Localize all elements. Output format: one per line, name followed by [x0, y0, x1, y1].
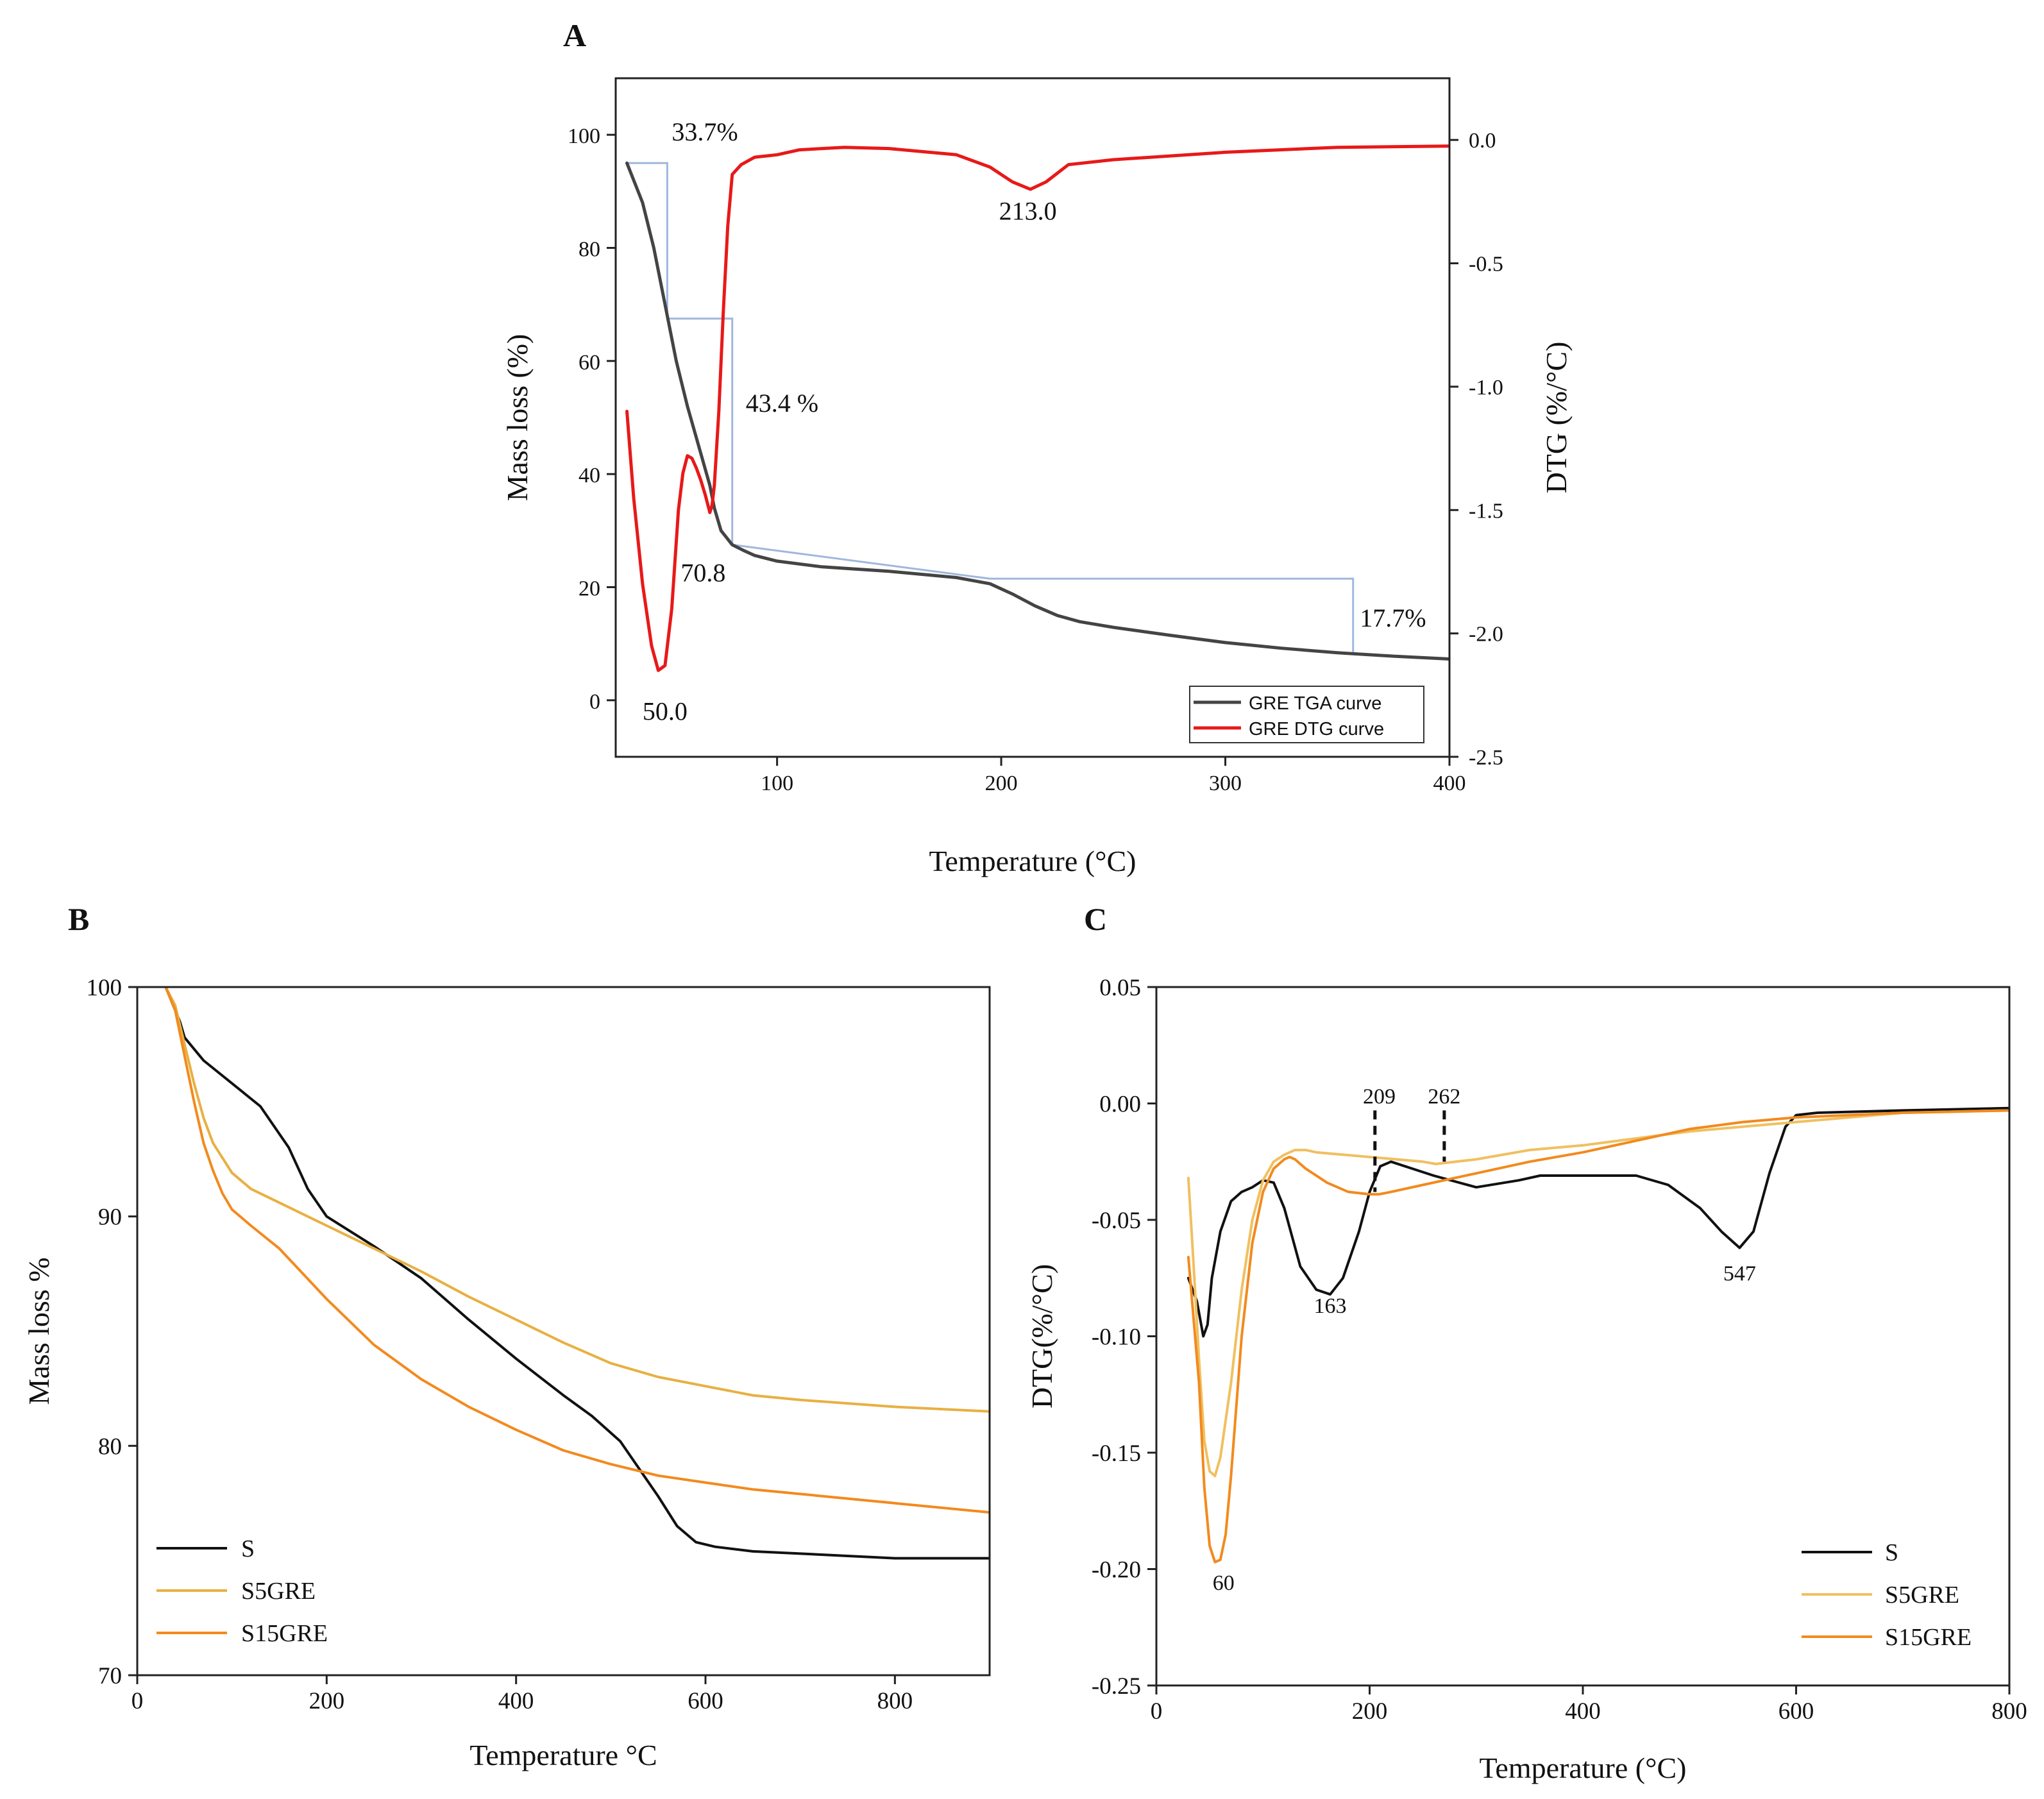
legend-label-1: GRE DTG curve — [1249, 719, 1384, 739]
annotation-label: 547 — [1723, 1262, 1756, 1285]
x-tick-label: 300 — [1209, 772, 1242, 795]
x-tick-label: 200 — [985, 772, 1018, 795]
x-tick-label: 800 — [1991, 1698, 2027, 1725]
y-tick-label: 70 — [98, 1663, 122, 1689]
annotation-label: 60 — [1213, 1571, 1235, 1595]
x-tick-label: 600 — [1778, 1698, 1814, 1725]
series-line-1 — [625, 144, 1449, 672]
chart-panel-c: 0 200 400 600 800 0.05 0.00 -0.05 -0.10 -0.15 -0.2… — [1026, 975, 2027, 1784]
y2-tick-label: -0.5 — [1469, 253, 1503, 276]
y-tick-label: 0.00 — [1099, 1092, 1141, 1118]
y-tick-label: 60 — [579, 351, 600, 375]
y-tick-label: -0.15 — [1092, 1440, 1141, 1467]
y-axis-title: Mass loss (%) — [501, 334, 534, 502]
x-tick-label: 800 — [877, 1688, 913, 1714]
y2-tick-label: -1.5 — [1469, 499, 1503, 523]
series-line-0 — [1187, 1106, 2009, 1338]
y-tick-label: 100 — [568, 124, 600, 148]
x-axis-title: Temperature °C — [469, 1739, 657, 1771]
plot-frame — [1155, 986, 2011, 1687]
x-axis-title: Temperature (°C) — [1480, 1752, 1687, 1784]
y2-tick-label: -1.0 — [1469, 376, 1503, 400]
y-tick-label: 0.05 — [1099, 975, 1141, 1001]
x-tick-label: 100 — [761, 772, 793, 795]
y-tick-label: 20 — [579, 577, 600, 601]
guide-bracket-0 — [627, 162, 1355, 652]
y2-tick-label: -2.5 — [1469, 746, 1503, 770]
y-tick-label: 40 — [579, 464, 600, 487]
x-tick-label: 600 — [688, 1688, 723, 1714]
annotation-label: 50.0 — [643, 697, 688, 726]
legend-label-0: S — [241, 1535, 255, 1562]
annotation-label: 262 — [1428, 1085, 1460, 1109]
annotation-label: 209 — [1363, 1085, 1396, 1109]
x-tick-label: 0 — [131, 1688, 144, 1714]
chart-panel-b: 0 200 400 600 800 70 80 90 100 Temperature °C Mass… — [22, 975, 991, 1771]
y-tick-label: 90 — [98, 1204, 122, 1231]
annotation-label: 213.0 — [999, 196, 1057, 225]
y2-axis-title: DTG (%/°C) — [1540, 342, 1573, 494]
series-line-0 — [625, 161, 1449, 661]
plot-frame — [614, 77, 1451, 758]
y-tick-label: -0.10 — [1092, 1324, 1141, 1351]
annotation-label: 43.4 % — [746, 389, 818, 418]
x-tick-label: 200 — [1352, 1698, 1388, 1725]
x-tick-label: 200 — [309, 1688, 345, 1714]
series-line-1 — [1187, 1109, 2009, 1478]
panel-letter-c: C — [1084, 901, 1107, 937]
y-tick-label: -0.05 — [1092, 1208, 1141, 1234]
annotation-label: 33.7% — [671, 117, 738, 146]
legend-label-1: S5GRE — [241, 1578, 316, 1605]
legend-label-2: S15GRE — [241, 1620, 328, 1647]
legend: GRE TGA curve GRE DTG curve — [1189, 686, 1424, 743]
legend-label-2: S15GRE — [1885, 1624, 1972, 1651]
y-tick-label: 100 — [87, 975, 122, 1001]
series-line-0 — [164, 987, 990, 1560]
annotation-label: 17.7% — [1360, 604, 1426, 632]
y-axis-title: DTG(%/°C) — [1026, 1264, 1058, 1408]
x-tick-label: 400 — [1433, 772, 1466, 795]
panel-letter-b: B — [68, 901, 89, 937]
plot-frame — [136, 986, 991, 1677]
series-line-2 — [164, 987, 990, 1514]
legend-label-1: S5GRE — [1885, 1582, 1959, 1609]
x-tick-label: 400 — [1565, 1698, 1601, 1725]
y-tick-label: -0.25 — [1092, 1673, 1141, 1700]
legend-label-0: GRE TGA curve — [1249, 693, 1381, 714]
legend: S S5GRE S15GRE — [1802, 1539, 1972, 1651]
x-tick-label: 400 — [498, 1688, 534, 1714]
x-tick-label: 0 — [1151, 1698, 1163, 1725]
y2-tick-label: -2.0 — [1469, 623, 1503, 646]
panel-letter-a: A — [563, 17, 586, 53]
y-tick-label: 0 — [589, 690, 600, 714]
legend-label-0: S — [1885, 1539, 1898, 1566]
series-line-1 — [164, 987, 990, 1413]
legend-box — [1189, 686, 1424, 743]
annotation-label: 163 — [1313, 1294, 1346, 1318]
chart-panel-a: 100 200 300 400 0 20 40 60 80 100 0.0 -0.5 -1.0 -1.5 -… — [501, 77, 1573, 877]
y-tick-label: 80 — [579, 238, 600, 262]
annotation-label: 70.8 — [680, 559, 725, 587]
series-line-2 — [1187, 1109, 2009, 1564]
x-axis-title: Temperature (°C) — [929, 845, 1136, 877]
y-tick-label: -0.20 — [1092, 1557, 1141, 1584]
y-tick-label: 80 — [98, 1433, 122, 1460]
y2-tick-label: 0.0 — [1469, 129, 1496, 153]
y-axis-title: Mass loss % — [22, 1257, 55, 1405]
legend: S S5GRE S15GRE — [156, 1535, 328, 1647]
